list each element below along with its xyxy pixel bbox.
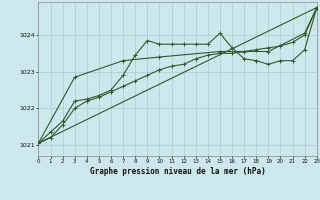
X-axis label: Graphe pression niveau de la mer (hPa): Graphe pression niveau de la mer (hPa)	[90, 167, 266, 176]
